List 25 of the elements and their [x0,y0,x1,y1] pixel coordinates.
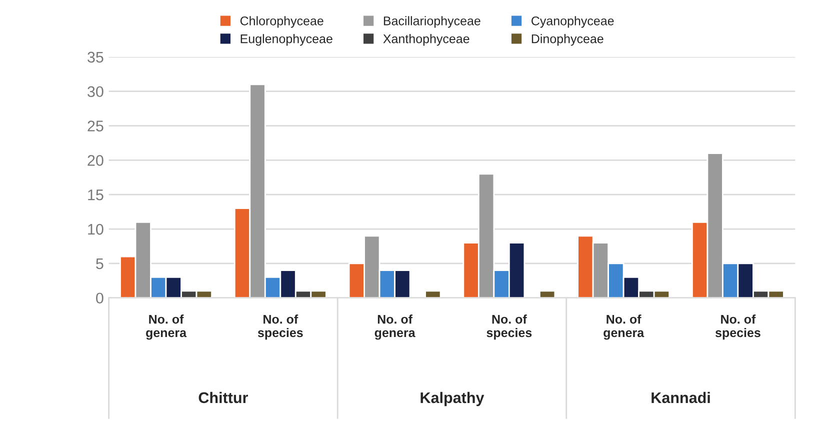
y-tick-label: 5 [96,258,104,270]
x-tick-label: No. of genera [146,314,187,340]
bar [538,290,556,298]
x-tick-label: No. of species [258,314,303,340]
y-tick-label: 25 [88,120,104,132]
y-tick-label: 0 [96,292,104,304]
y-tick-label: 35 [88,52,104,63]
text: Chittur [198,392,248,404]
x-tick-label: No. of species [486,314,532,340]
y-tick-label: 10 [88,224,104,235]
legend-label: Euglenophyceae [240,34,332,46]
y-tick-label: 15 [88,190,104,200]
x-tick-label: No. of species [715,314,760,340]
y-tick-label: 30 [88,86,104,98]
bar [424,290,442,298]
legend-label: Xanthophyceae [383,34,470,46]
legend-label: Cyanophyceae [532,16,614,28]
x-tick-label: No. of genera [374,314,416,340]
text: Kannadi [652,392,710,404]
legend-label: Dinophyceae [532,34,604,46]
x-tick-label: No. of genera [604,314,644,340]
legend-label: Chlorophyceae [240,16,324,28]
text: Kalpathy [420,392,484,406]
y-tick-label: 20 [88,155,104,166]
legend-label: Bacillariophyceae [384,16,480,28]
